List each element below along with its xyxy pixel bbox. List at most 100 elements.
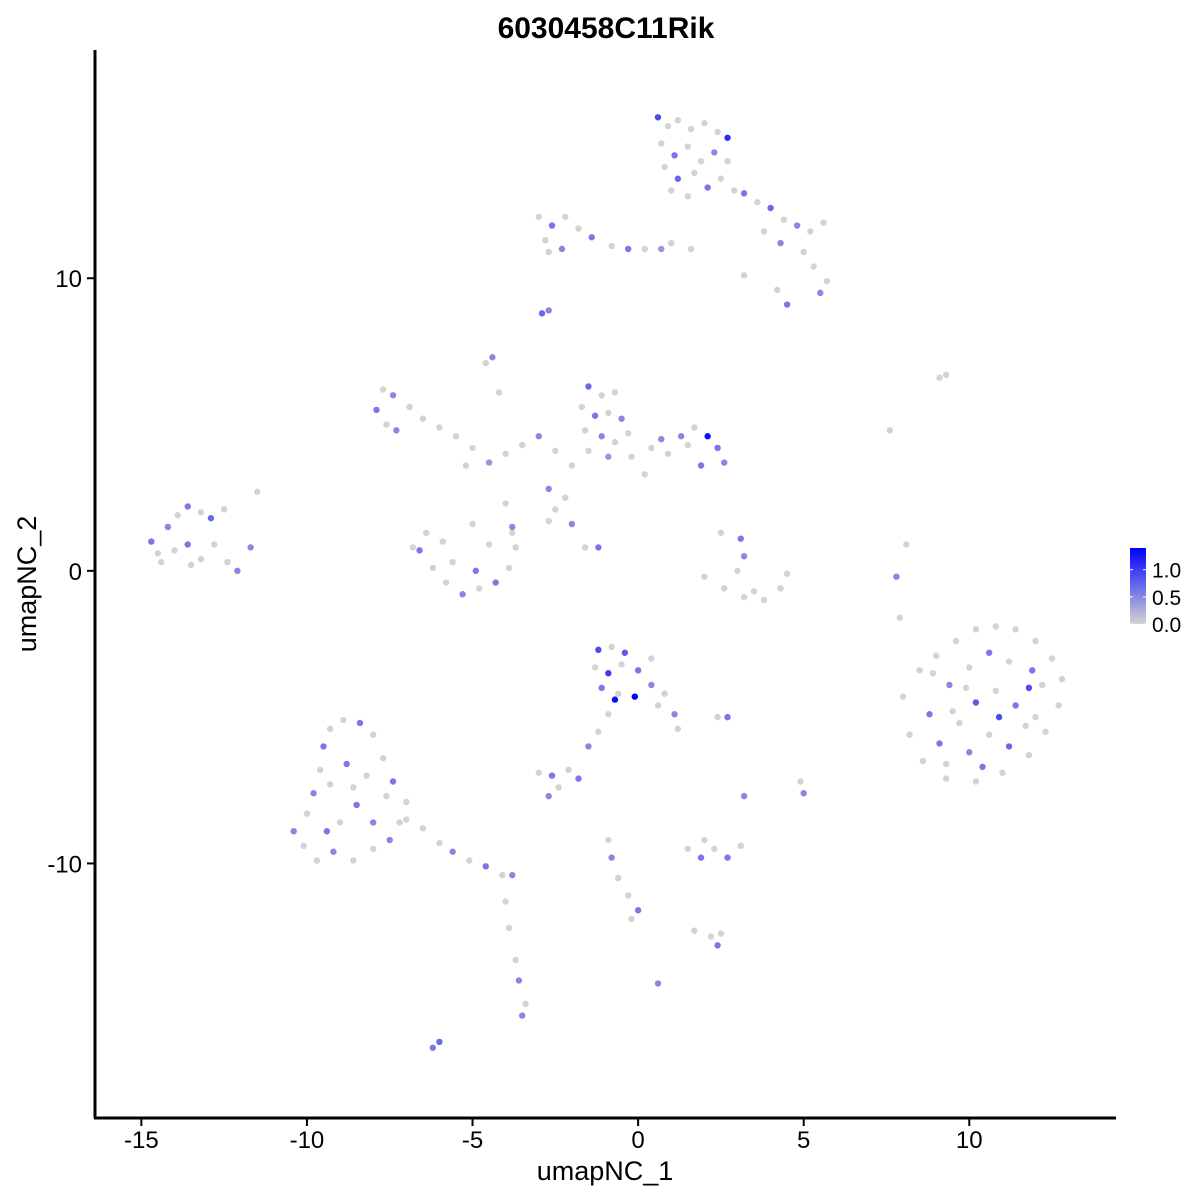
y-tick-label: 10	[55, 266, 82, 293]
cell-point	[482, 359, 489, 367]
cell-point	[641, 471, 648, 478]
cell-point	[608, 242, 615, 250]
cell-point	[1058, 675, 1066, 683]
cell-point	[684, 193, 691, 200]
cell-point	[522, 1000, 529, 1008]
cell-point-expressing	[674, 175, 682, 182]
cell-point	[403, 798, 410, 806]
cell-point-expressing	[936, 740, 943, 747]
cell-point-expressing	[648, 681, 655, 689]
cell-point	[734, 567, 741, 575]
cell-point-expressing	[548, 222, 556, 229]
cell-point-expressing	[492, 579, 499, 586]
cell-point	[174, 512, 181, 519]
cell-point	[664, 122, 672, 130]
cell-point	[1005, 658, 1013, 665]
cell-point-expressing	[654, 980, 662, 987]
cell-point	[777, 585, 784, 592]
cell-point-expressing	[608, 854, 615, 861]
cell-point-expressing	[598, 684, 605, 692]
cell-point	[452, 433, 460, 440]
colorbar-tick-label: 0.5	[1152, 587, 1181, 610]
cell-point-expressing	[737, 535, 744, 542]
cell-point	[886, 427, 894, 434]
cell-point	[505, 564, 513, 572]
cell-point	[519, 441, 526, 449]
cell-point-expressing	[568, 520, 576, 528]
cell-point-expressing	[485, 459, 493, 466]
cell-point-expressing	[545, 792, 552, 800]
cell-point	[512, 956, 519, 964]
cell-point	[992, 687, 999, 694]
cell-point	[300, 842, 307, 850]
cell-point	[664, 450, 672, 457]
cell-point-expressing	[985, 649, 993, 656]
cell-point	[383, 792, 390, 800]
cell-point-expressing	[671, 711, 678, 718]
cell-point	[316, 766, 324, 774]
cell-point	[605, 836, 612, 844]
cell-point	[449, 558, 456, 566]
cell-point	[466, 857, 473, 864]
cell-point-expressing	[711, 149, 718, 156]
chart-title: 6030458C11Rik	[498, 12, 715, 45]
cell-point	[916, 667, 923, 674]
cell-point	[581, 427, 589, 434]
cell-point	[591, 664, 599, 671]
cell-point	[313, 857, 321, 864]
cell-point	[171, 547, 178, 554]
cell-point	[211, 541, 218, 548]
x-tick-label: -5	[462, 1127, 483, 1154]
colorbar-tick-label: 1.0	[1152, 560, 1181, 583]
x-axis-label: umapNC_1	[537, 1156, 674, 1186]
cell-point	[469, 520, 476, 528]
cell-point-expressing	[588, 234, 595, 241]
cell-point-expressing	[611, 696, 619, 703]
cell-point-expressing	[624, 245, 632, 253]
cell-point	[783, 570, 791, 577]
cell-point-expressing	[369, 819, 377, 826]
cell-point-expressing	[290, 828, 297, 835]
cell-point	[409, 544, 417, 551]
cell-point-expressing	[893, 573, 900, 580]
cell-point-expressing	[184, 541, 191, 548]
cell-point	[254, 488, 261, 496]
cell-point	[717, 529, 725, 536]
cell-point-expressing	[634, 667, 642, 674]
cell-point	[1042, 728, 1049, 735]
cell-point-expressing	[558, 245, 566, 253]
cell-point	[535, 769, 542, 776]
cell-point	[545, 517, 552, 525]
cell-point	[899, 693, 907, 700]
cell-point	[615, 690, 622, 697]
cell-point-expressing	[472, 567, 480, 575]
cell-point-expressing	[697, 462, 705, 469]
cell-point-expressing	[389, 778, 397, 785]
cell-point	[985, 731, 993, 738]
cell-point	[369, 731, 377, 738]
cell-point-expressing	[585, 743, 592, 750]
cell-point-expressing	[1025, 684, 1033, 692]
cell-point-expressing	[429, 1044, 436, 1051]
cell-point	[661, 690, 668, 697]
cell-point	[820, 219, 827, 226]
cell-point-expressing	[658, 435, 665, 443]
cell-point	[578, 403, 586, 411]
cell-point	[158, 558, 165, 566]
cell-point	[1048, 655, 1056, 662]
cell-point	[717, 175, 725, 182]
cell-point-expressing	[595, 646, 602, 654]
cell-point	[220, 506, 228, 513]
cell-point	[383, 421, 390, 428]
cell-point-expressing	[247, 544, 254, 551]
cell-point	[598, 392, 605, 399]
cell-point-expressing	[714, 444, 721, 452]
cell-point-expressing	[591, 412, 599, 419]
cell-point	[611, 389, 619, 396]
cell-point	[750, 588, 758, 595]
cell-point	[691, 424, 698, 431]
cell-point	[972, 778, 980, 785]
cell-point	[760, 228, 768, 235]
cell-point	[575, 225, 582, 232]
